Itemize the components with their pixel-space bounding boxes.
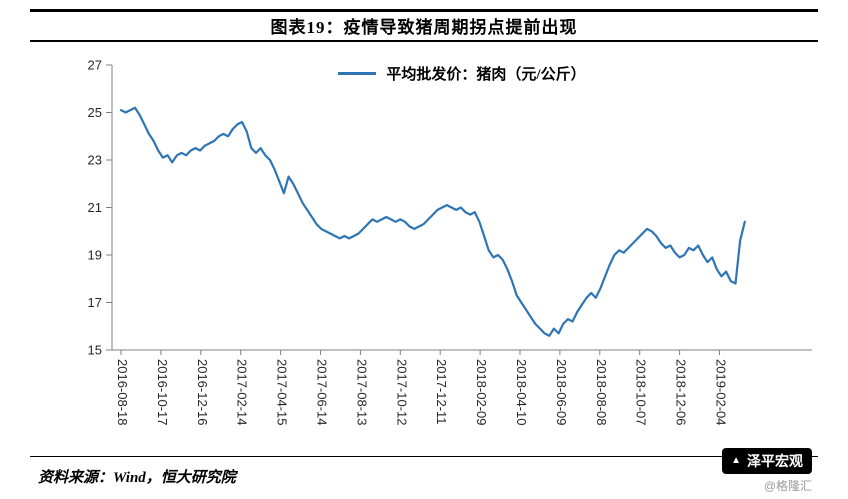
svg-text:27: 27 xyxy=(88,58,102,73)
svg-text:2018-12-06: 2018-12-06 xyxy=(674,359,689,426)
watermark-text: @格隆汇 xyxy=(763,479,812,493)
source-note: 资料来源：Wind，恒大研究院 xyxy=(38,470,236,486)
brand-badge: ▲ 泽平宏观 xyxy=(722,448,812,474)
svg-text:19: 19 xyxy=(88,248,102,263)
top-rule xyxy=(30,9,818,12)
svg-text:2018-02-09: 2018-02-09 xyxy=(474,359,489,425)
svg-text:2017-12-11: 2017-12-11 xyxy=(434,359,449,425)
svg-text:17: 17 xyxy=(88,295,102,310)
svg-text:21: 21 xyxy=(88,200,102,215)
svg-text:15: 15 xyxy=(88,343,102,358)
svg-text:2017-10-12: 2017-10-12 xyxy=(394,359,409,426)
svg-text:2017-06-14: 2017-06-14 xyxy=(315,359,330,426)
footer-rule xyxy=(30,456,818,457)
brand-badge-label: 泽平宏观 xyxy=(747,455,803,470)
svg-text:2019-02-04: 2019-02-04 xyxy=(714,359,729,426)
svg-text:2016-08-18: 2016-08-18 xyxy=(115,359,130,426)
legend-line-icon xyxy=(338,72,377,75)
legend-label: 平均批发价：猪肉（元/公斤） xyxy=(386,67,586,83)
title-underline xyxy=(30,40,818,42)
svg-text:2018-04-10: 2018-04-10 xyxy=(514,359,529,426)
svg-text:2016-10-17: 2016-10-17 xyxy=(155,359,170,426)
svg-text:2017-08-13: 2017-08-13 xyxy=(354,359,369,426)
pork-price-line-chart: 15 17 19 21 23 25 27 2016-08-18 2016-10-17 2016-1… xyxy=(88,58,812,426)
brand-logo-icon: ▲ xyxy=(731,455,741,466)
svg-text:2016-12-16: 2016-12-16 xyxy=(195,359,210,426)
svg-text:23: 23 xyxy=(88,153,102,168)
svg-text:2018-10-07: 2018-10-07 xyxy=(634,359,649,426)
svg-text:2017-04-15: 2017-04-15 xyxy=(275,359,290,426)
svg-text:25: 25 xyxy=(88,105,102,120)
chart-legend: 平均批发价：猪肉（元/公斤） xyxy=(112,63,812,84)
chart-title: 图表19：疫情导致猪周期拐点提前出现 xyxy=(270,18,578,37)
svg-text:2017-02-14: 2017-02-14 xyxy=(235,359,250,426)
svg-text:2018-06-09: 2018-06-09 xyxy=(554,359,569,426)
svg-text:2018-08-08: 2018-08-08 xyxy=(594,359,609,426)
